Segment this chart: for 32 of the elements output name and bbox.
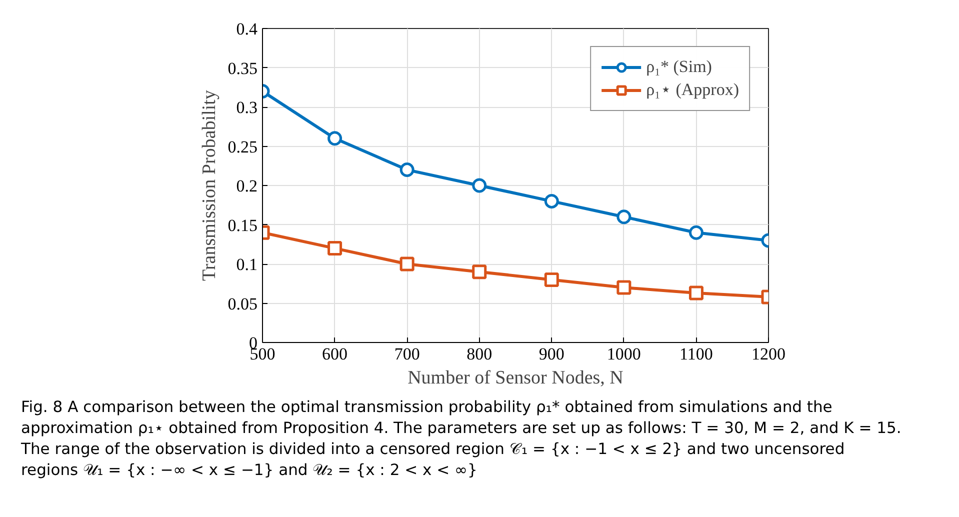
x-tick-label: 1100 bbox=[680, 344, 713, 364]
y-tick-label: 0.15 bbox=[228, 216, 258, 235]
y-tick-label: 0.05 bbox=[228, 294, 258, 314]
x-tick-label: 600 bbox=[322, 344, 348, 364]
y-tick-label: 0.35 bbox=[228, 58, 258, 78]
caption: Fig. 8 A comparison between the optimal transmission probability ρ₁* obtained from simulations and the approximation ρ₁⋆ obtained from Proposition 4. The parameters are set up as follows: T = 30, M = 2, and K = 15. The range of the observation is divided into a censored region 𝒞₁ = {x : −1 < x ≤ 2} and two uncensored regions 𝒰₁ = {x : −∞ < x ≤ −1} and 𝒰₂ = {x : 2 < x < ∞} bbox=[20, 397, 902, 481]
y-tick-label: 0.1 bbox=[236, 255, 258, 274]
point bbox=[544, 272, 559, 287]
legend-label: ρ₁* (Sim) bbox=[646, 57, 712, 77]
y-axis-title: Transmission Probability bbox=[198, 90, 220, 281]
point bbox=[400, 256, 414, 272]
point bbox=[400, 162, 414, 178]
x-axis-title: Number of Sensor Nodes, N bbox=[408, 368, 624, 388]
x-tick-label: 1200 bbox=[752, 344, 786, 364]
point bbox=[472, 264, 487, 280]
x-tick-label: 800 bbox=[466, 344, 492, 364]
legend-label: ρ₁⋆ (Approx) bbox=[646, 79, 739, 100]
point bbox=[616, 210, 632, 224]
y-tick-label: 0.3 bbox=[236, 98, 258, 117]
point bbox=[616, 280, 632, 295]
x-tick-label: 1000 bbox=[606, 344, 641, 364]
y-tick-label: 0.25 bbox=[228, 137, 258, 156]
y-tick-label: 0.4 bbox=[236, 20, 258, 38]
y-tick-label: 0.2 bbox=[236, 176, 258, 196]
x-tick-label: 900 bbox=[538, 344, 564, 364]
point bbox=[328, 241, 342, 256]
point bbox=[544, 194, 559, 208]
point bbox=[328, 131, 342, 146]
point bbox=[472, 178, 487, 193]
point bbox=[688, 225, 704, 240]
x-tick-label: 700 bbox=[394, 344, 420, 364]
point bbox=[688, 286, 704, 300]
